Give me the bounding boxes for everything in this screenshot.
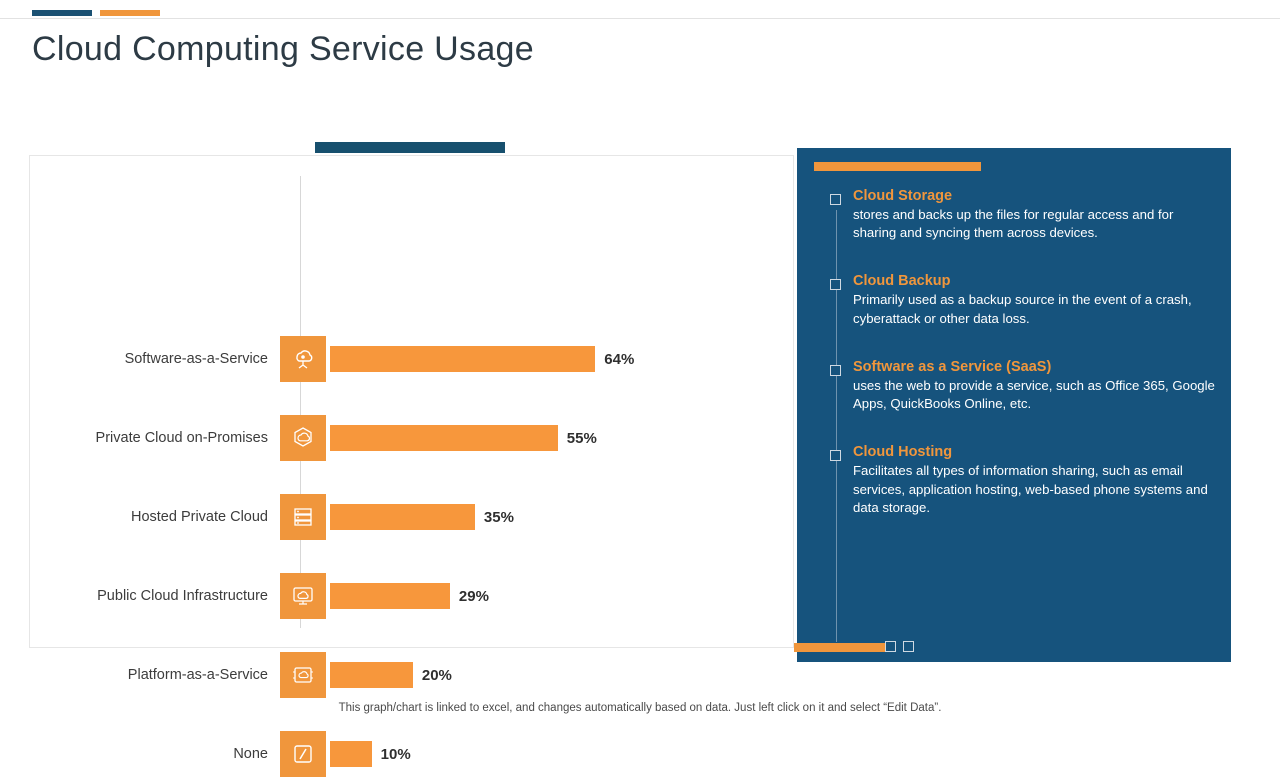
list-item[interactable]: Cloud Hosting Facilitates all types of i… bbox=[797, 444, 1231, 517]
bar-category-label: Private Cloud on-Promises bbox=[95, 430, 268, 446]
bar-track: 55% bbox=[330, 415, 793, 461]
square-marker-icon bbox=[830, 364, 841, 376]
footnote: This graph/chart is linked to excel, and… bbox=[338, 702, 942, 714]
chart-panel-tab bbox=[315, 142, 505, 153]
square-marker-icon bbox=[830, 194, 841, 205]
info-panel-bottom-accent bbox=[794, 643, 886, 652]
bar-value-label: 35% bbox=[483, 508, 514, 526]
info-item-description: uses the web to provide a service, such … bbox=[853, 377, 1215, 412]
info-panel-connector-line bbox=[836, 210, 837, 642]
saas-cloud-icon bbox=[280, 336, 326, 382]
square-marker-icon bbox=[830, 450, 841, 462]
bar-fill bbox=[330, 425, 558, 451]
info-panel-footer-markers bbox=[885, 641, 914, 652]
server-rack-icon bbox=[280, 494, 326, 540]
table-row[interactable]: Private Cloud on-Promises 55% bbox=[30, 415, 793, 461]
top-divider bbox=[0, 18, 1280, 19]
bar-fill bbox=[330, 583, 450, 609]
table-row[interactable]: None 10% bbox=[30, 731, 793, 777]
private-cloud-icon bbox=[280, 415, 326, 461]
top-accent-bars bbox=[32, 10, 160, 16]
bar-chart-panel[interactable]: Software-as-a-Service 64% Private Cloud … bbox=[29, 155, 794, 777]
info-item-description: Facilitates all types of information sha… bbox=[853, 463, 1208, 515]
square-marker-icon bbox=[830, 279, 841, 291]
accent-bar-dark bbox=[32, 10, 92, 16]
bar-track: 29% bbox=[330, 573, 793, 619]
bar-category-label: Software-as-a-Service bbox=[124, 351, 268, 367]
bar-category-label: Public Cloud Infrastructure bbox=[97, 588, 268, 604]
table-row[interactable]: Platform-as-a-Service 20% bbox=[30, 652, 793, 698]
bar-track: 20% bbox=[330, 652, 793, 698]
public-cloud-icon bbox=[280, 573, 326, 619]
table-row[interactable]: Public Cloud Infrastructure 29% bbox=[30, 573, 793, 619]
table-row[interactable]: Hosted Private Cloud 35% bbox=[30, 494, 793, 540]
bar-fill bbox=[330, 662, 413, 688]
page-title: Cloud Computing Service Usage bbox=[32, 30, 534, 68]
bar-category-label: Platform-as-a-Service bbox=[127, 667, 268, 683]
info-item-list: Cloud Storage stores and backs up the fi… bbox=[797, 188, 1231, 533]
bars-area: Software-as-a-Service 64% Private Cloud … bbox=[30, 156, 793, 777]
none-slash-icon bbox=[280, 731, 326, 777]
info-item-description: stores and backs up the files for regula… bbox=[853, 207, 1174, 241]
square-marker-icon bbox=[903, 641, 914, 652]
list-item[interactable]: Cloud Backup Primarily used as a backup … bbox=[797, 273, 1231, 327]
bar-category-label: None bbox=[233, 746, 268, 762]
info-item-title: Cloud Storage bbox=[853, 188, 953, 204]
platform-cloud-icon bbox=[280, 652, 326, 698]
bar-category-label: Hosted Private Cloud bbox=[130, 509, 268, 525]
list-item[interactable]: Cloud Storage stores and backs up the fi… bbox=[797, 188, 1231, 242]
bar-value-label: 29% bbox=[458, 587, 489, 605]
bar-track: 10% bbox=[330, 731, 793, 777]
bar-track: 35% bbox=[330, 494, 793, 540]
bar-fill bbox=[330, 504, 475, 530]
info-panel-top-accent bbox=[814, 162, 981, 171]
info-item-title: Cloud Hosting bbox=[853, 444, 953, 461]
info-item-title: Cloud Backup bbox=[853, 273, 951, 290]
bar-fill bbox=[330, 741, 372, 767]
info-panel: Cloud Storage stores and backs up the fi… bbox=[794, 148, 1231, 662]
bar-track: 64% bbox=[330, 336, 793, 382]
bar-value-label: 55% bbox=[566, 429, 597, 447]
bar-fill bbox=[330, 346, 596, 372]
accent-bar-orange bbox=[100, 10, 160, 16]
chart-axis-line bbox=[300, 176, 301, 628]
square-marker-icon bbox=[885, 641, 896, 652]
bar-value-label: 64% bbox=[604, 350, 635, 368]
list-item[interactable]: Software as a Service (SaaS) uses the we… bbox=[797, 359, 1231, 413]
table-row[interactable]: Software-as-a-Service 64% bbox=[30, 336, 793, 382]
info-item-description: Primarily used as a backup source in the… bbox=[853, 292, 1192, 326]
info-item-title: Software as a Service (SaaS) bbox=[853, 358, 1052, 375]
bar-value-label: 20% bbox=[421, 666, 452, 684]
bar-value-label: 10% bbox=[380, 745, 411, 763]
